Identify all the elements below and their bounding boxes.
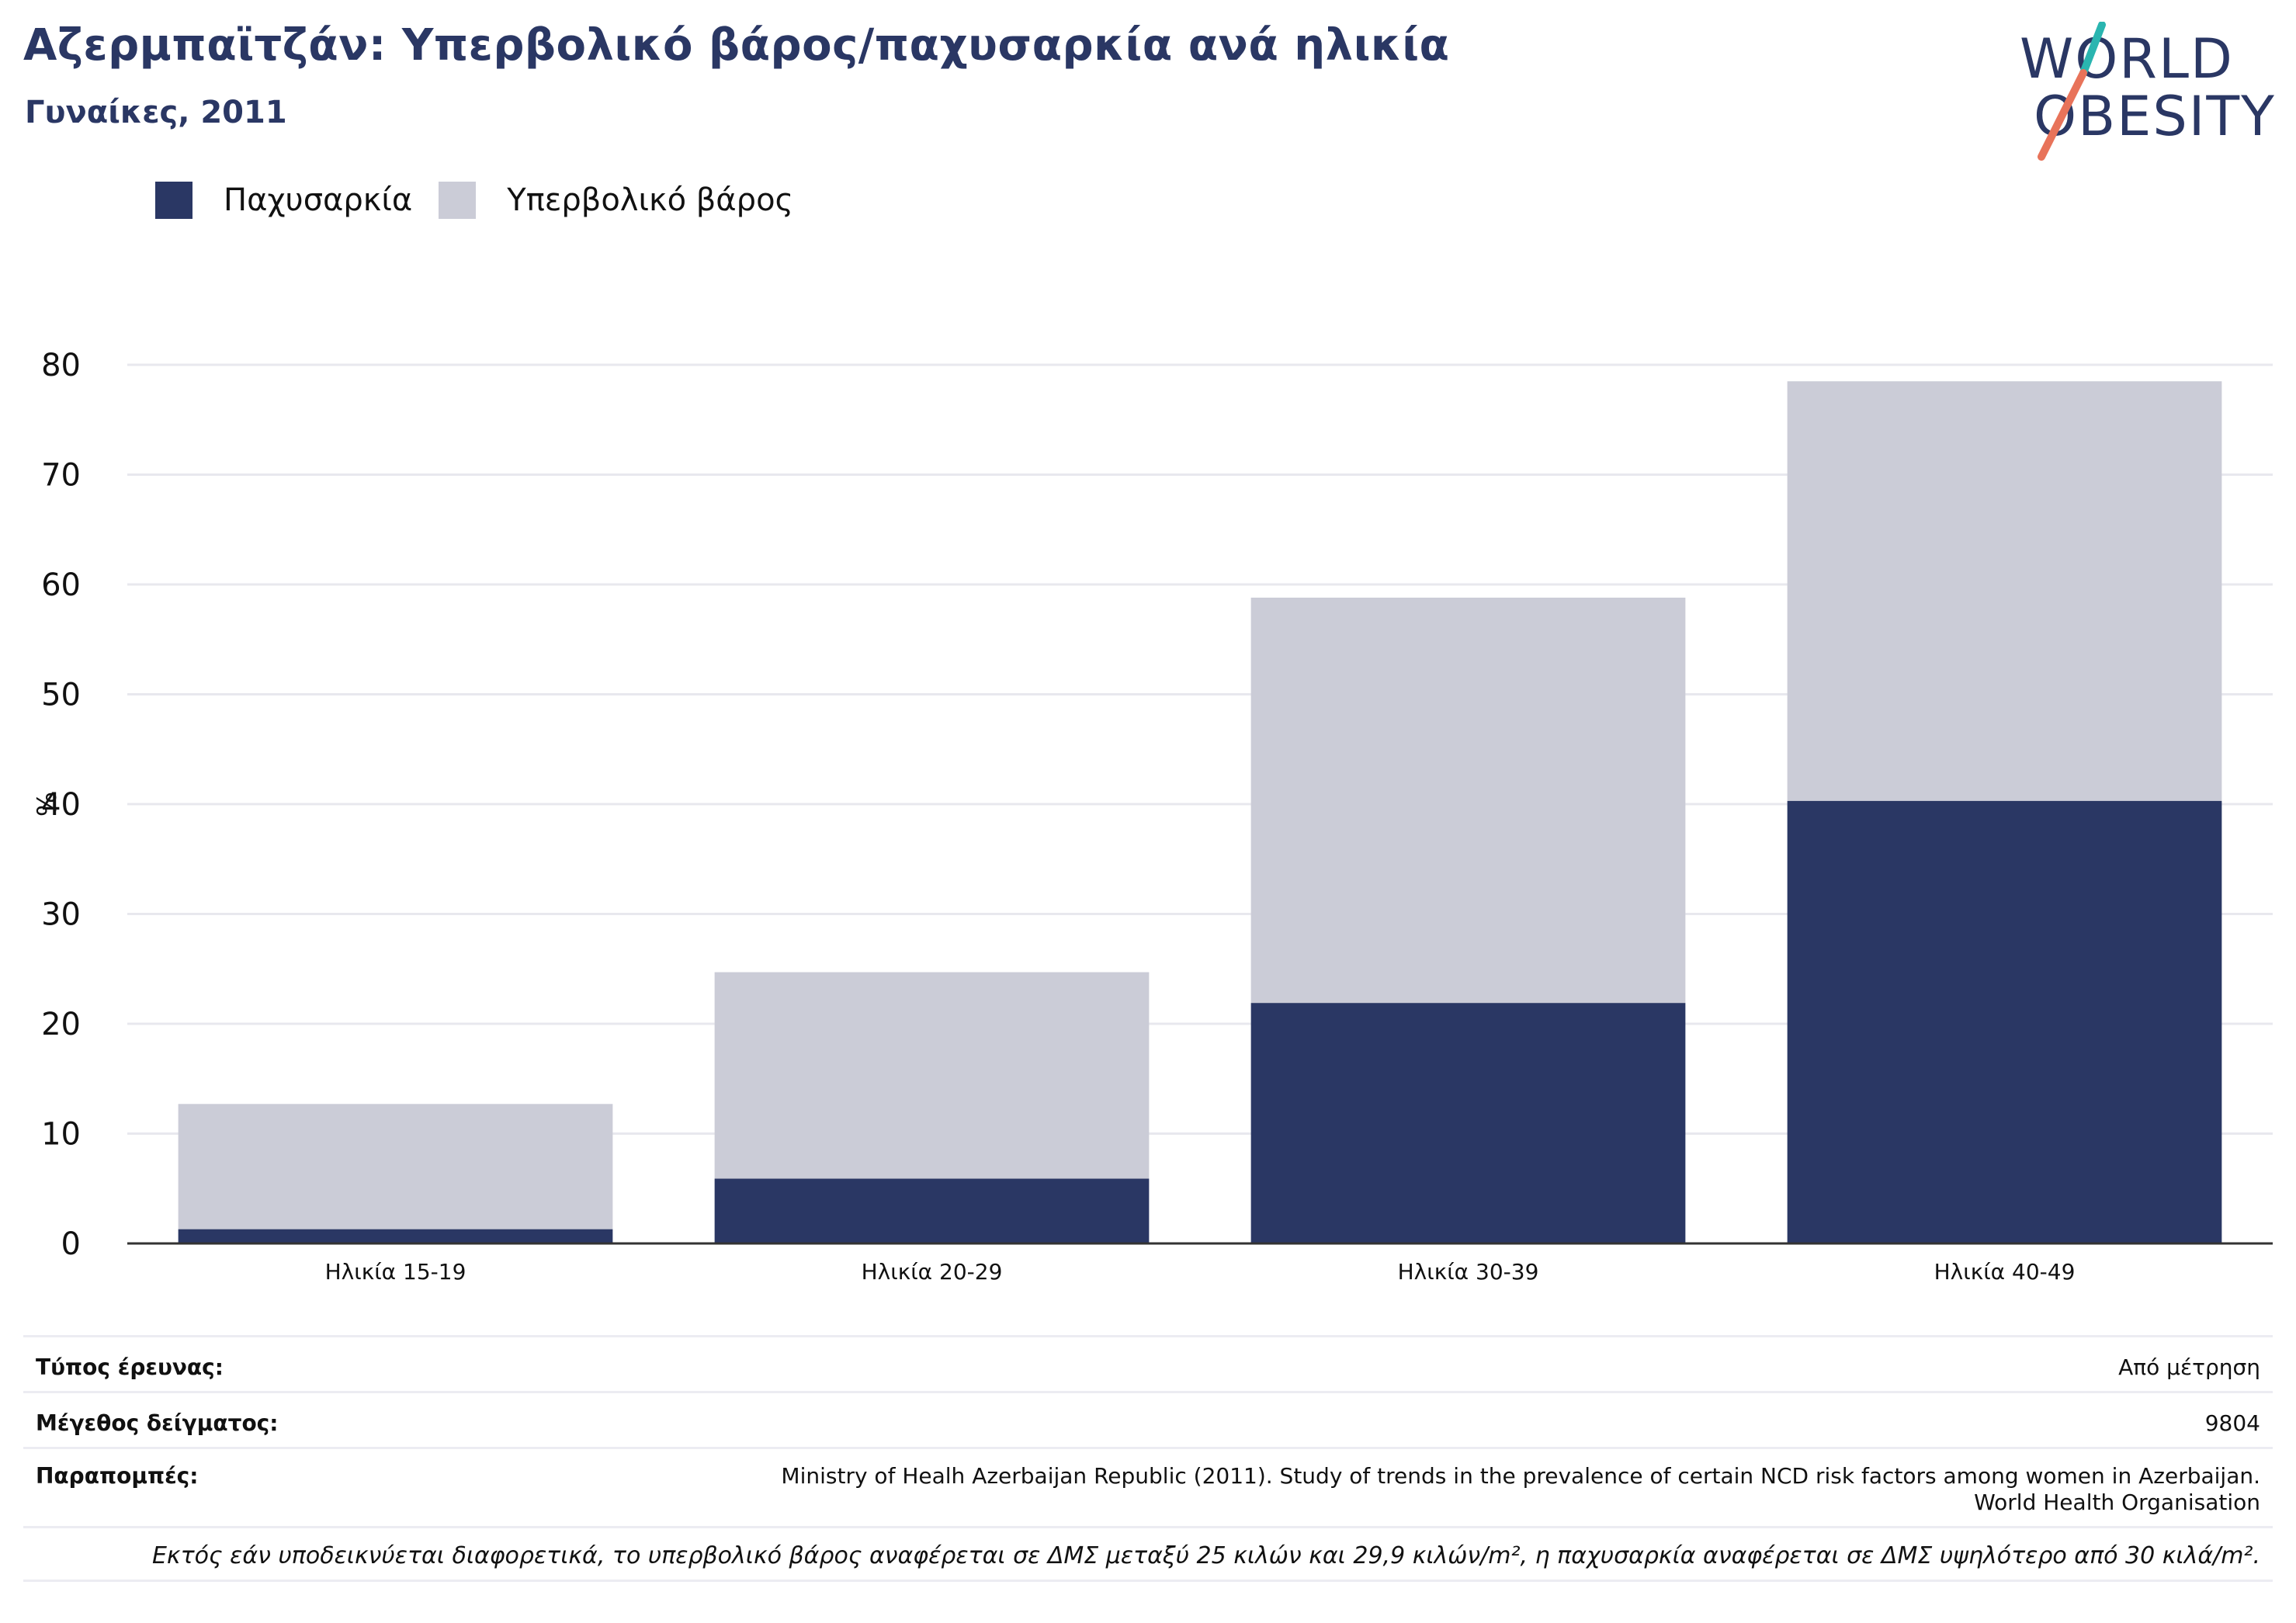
legend-item-overweight: Υπερβολικό βάρος bbox=[439, 182, 793, 219]
legend-item-obesity: Παχυσαρκία bbox=[155, 182, 412, 219]
legend-swatch-obesity bbox=[155, 182, 192, 219]
bar-overweight bbox=[1787, 381, 2222, 801]
x-tick-label: Ηλικία 30-39 bbox=[1398, 1259, 1539, 1285]
logo-text-world: WORLD bbox=[2020, 27, 2234, 91]
references-value: Ministry of Healh Azerbaijan Republic (2… bbox=[781, 1463, 2260, 1516]
y-tick-label: 20 bbox=[41, 1007, 81, 1042]
legend-label-overweight: Υπερβολικό βάρος bbox=[507, 182, 794, 218]
bar-obesity bbox=[178, 1229, 613, 1243]
y-tick-label: 10 bbox=[41, 1117, 81, 1153]
world-obesity-logo: WORLD OBESITY bbox=[2020, 22, 2274, 161]
bar-obesity bbox=[1250, 1003, 1686, 1243]
survey-type-label: Τύπος έρευνας: bbox=[36, 1354, 224, 1380]
legend-swatch-overweight bbox=[439, 182, 477, 219]
chart-subtitle: Γυναίκες, 2011 bbox=[25, 95, 287, 130]
info-row-references: Παραπομπές: Ministry of Healh Azerbaijan… bbox=[23, 1447, 2273, 1526]
y-tick-label: 60 bbox=[41, 567, 81, 603]
bar-overweight bbox=[714, 972, 1150, 1179]
info-row-sample-size: Μέγεθος δείγματος: 9804 bbox=[23, 1391, 2273, 1447]
x-tick-label: Ηλικία 20-29 bbox=[862, 1259, 1003, 1285]
x-tick-label: Ηλικία 40-49 bbox=[1934, 1259, 2076, 1285]
logo-slash-coral bbox=[2038, 69, 2087, 161]
x-tick-label: Ηλικία 15-19 bbox=[325, 1259, 466, 1285]
stacked-bar-chart: 0 10 20 30 40 50 60 70 80% Ηλικία 15-19 Ηλικία 20-… bbox=[32, 348, 2273, 1285]
survey-info-table: Τύπος έρευνας: Από μέτρηση Μέγεθος δείγμ… bbox=[23, 1335, 2273, 1582]
references-line-1: Ministry of Healh Azerbaijan Republic (2… bbox=[781, 1463, 2260, 1489]
sample-size-label: Μέγεθος δείγματος: bbox=[36, 1410, 279, 1436]
bar-obesity bbox=[1787, 800, 2222, 1243]
definition-note: Εκτός εάν υποδεικνύεται διαφορετικά, το … bbox=[23, 1526, 2273, 1582]
chart-title: Αζερμπαϊτζάν: Υπερβολικό βάρος/παχυσαρκί… bbox=[23, 20, 1450, 71]
legend-label-obesity: Παχυσαρκία bbox=[224, 182, 413, 218]
y-axis-label: % bbox=[32, 792, 63, 817]
y-tick-label: 40 bbox=[41, 787, 81, 823]
sample-size-value: 9804 bbox=[2204, 1410, 2260, 1436]
y-tick-label: 50 bbox=[41, 678, 81, 713]
y-tick-label: 80 bbox=[41, 348, 81, 383]
references-label: Παραπομπές: bbox=[36, 1463, 199, 1489]
references-line-2: World Health Organisation bbox=[1974, 1489, 2260, 1515]
info-row-survey-type: Τύπος έρευνας: Από μέτρηση bbox=[23, 1335, 2273, 1391]
survey-type-value: Από μέτρηση bbox=[2118, 1354, 2260, 1380]
y-tick-label: 70 bbox=[41, 458, 81, 494]
bar-overweight bbox=[178, 1104, 613, 1229]
bar-overweight bbox=[1250, 597, 1686, 1004]
y-tick-label: 30 bbox=[41, 897, 81, 933]
chart-legend: Παχυσαρκία Υπερβολικό βάρος bbox=[155, 180, 820, 220]
y-tick-label: 0 bbox=[61, 1226, 81, 1262]
logo-slash-teal bbox=[2079, 22, 2106, 77]
bar-obesity bbox=[714, 1178, 1150, 1243]
